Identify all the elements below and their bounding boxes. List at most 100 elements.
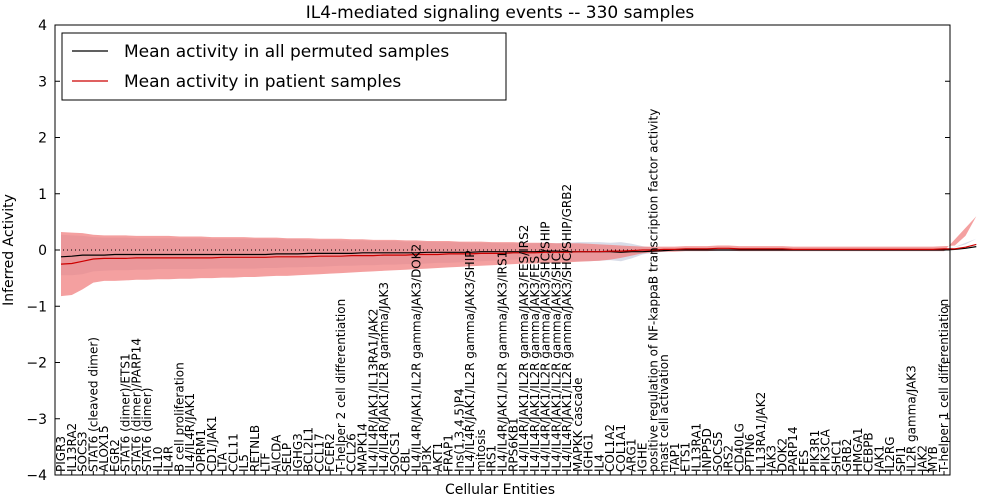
x-tick-label: CCL17 xyxy=(312,433,326,472)
x-tick-label: mast cell activation xyxy=(657,354,671,472)
x-tick-label: IL4 xyxy=(592,454,606,472)
y-axis-label: Inferred Activity xyxy=(1,194,17,306)
legend: Mean activity in all permuted samples Mea… xyxy=(61,32,507,101)
x-tick-label: IL2RG xyxy=(883,437,897,473)
x-tick-label: IL10 xyxy=(151,447,165,473)
x-tick-label: LTA xyxy=(216,452,230,472)
x-tick-label: IRS2 xyxy=(722,445,736,472)
x-tick-label: IL4/IL4R/JAK1/IL2R gamma/JAK3/SHC/SHIP/G… xyxy=(560,184,574,472)
x-tick-label: IL4/IL4R/JAK1/IL2R gamma/JAK3/FES/IRS2 xyxy=(517,225,531,472)
x-tick-label: EGR2 xyxy=(108,439,122,472)
x-tick-label: CEBPB xyxy=(862,432,876,472)
x-tick-label: IL4/IL4R/JAK1/IL2R gamma/JAK3/SHIP xyxy=(463,251,477,472)
x-tick-label: PI3K xyxy=(420,445,434,472)
x-tick-label: IL4/IL4R/JAK1/IL2R gamma/JAK3/DOK2 xyxy=(409,244,423,472)
x-tick-label: IL13RA1 xyxy=(689,423,703,472)
legend-box xyxy=(61,32,507,101)
x-tick-label: IL4/IL4R/JAK1 xyxy=(183,393,197,472)
x-tick-label: MYB xyxy=(926,446,940,472)
y-tick-label: 2 xyxy=(38,131,47,147)
x-tick-label: IGHG3 xyxy=(291,433,305,472)
x-tick-label: PARP14 xyxy=(786,426,800,472)
x-tick-label: SOCS1 xyxy=(388,431,402,472)
legend-label: Mean activity in patient samples xyxy=(124,72,401,92)
x-tick-label: RPS6KB1 xyxy=(506,417,520,472)
x-tick-label: FCER2 xyxy=(323,433,337,472)
x-tick-label: PIK3R1 xyxy=(808,430,822,472)
x-tick-label: IL4/IL4R/JAK1/IL2R gamma/JAK3/FES xyxy=(528,256,542,472)
x-tick-label: RETNLB xyxy=(248,425,262,472)
x-tick-label: IL13RA2 xyxy=(65,423,79,472)
chart-title: IL4-mediated signaling events -- 330 sam… xyxy=(306,3,695,23)
x-tick-label: FES xyxy=(797,450,811,472)
x-tick-label: PIGR3 xyxy=(54,436,68,472)
x-tick-label: MAPK14 xyxy=(356,423,370,472)
x-tick-label: AKT1 xyxy=(431,442,445,472)
x-tick-label: FRAP1 xyxy=(442,434,456,472)
x-tick-label: DOK2 xyxy=(776,438,790,472)
x-tick-label: B cell proliferation xyxy=(173,362,187,472)
y-tick-label: −2 xyxy=(26,356,47,372)
y-tick-label: −4 xyxy=(26,468,47,484)
x-tick-label: IGHG1 xyxy=(582,433,596,472)
y-tick-label: 3 xyxy=(38,74,47,90)
x-tick-label: JAK3 xyxy=(765,445,779,473)
x-tick-label: GRB2 xyxy=(840,438,854,472)
y-tick-label: 0 xyxy=(38,243,47,259)
y-axis: −4 −3 −2 −1 0 1 2 3 4 xyxy=(26,18,950,484)
x-tick-label: STAT6 (dimer)/PARP14 xyxy=(129,338,143,472)
x-tick-label: IL4/IL4R/JAK1/IL2R gamma/JAK3/SHC/SHIP xyxy=(539,221,553,472)
y-tick-label: −1 xyxy=(26,299,47,315)
x-tick-label: positive regulation of NF-kappaB transcr… xyxy=(646,109,660,472)
x-tick-label: IGHE xyxy=(636,443,650,472)
x-tick-label: T-helper 1 cell differentiation xyxy=(937,299,951,473)
x-tick-label: CCL26 xyxy=(345,433,359,472)
x-tick-label: HMGA1 xyxy=(851,427,865,472)
x-tick-label: INPP5D xyxy=(700,428,714,472)
x-tick-label: T-helper 2 cell differentiation xyxy=(334,299,348,473)
x-tick-label: ALOX15 xyxy=(97,425,111,472)
series-lines xyxy=(60,243,977,265)
x-tick-label: PIK3CA xyxy=(819,428,833,472)
x-tick-label: SHC1 xyxy=(829,439,843,472)
x-tick-label: PTPN6 xyxy=(743,434,757,472)
x-tick-label: JAK1 xyxy=(872,445,886,473)
x-tick-label: IRS1 xyxy=(485,445,499,472)
x-tick-label: CD40LG xyxy=(732,423,746,472)
x-tick-label: IL4/IL4R/JAK1/IL2R gamma/JAK3/IRS1 xyxy=(496,251,510,472)
x-tick-label: COL1A2 xyxy=(603,424,617,472)
x-tick-label: STAT6 (dimer)/ETS1 xyxy=(119,353,133,472)
x-tick-label: ETS1 xyxy=(679,442,693,472)
x-tick-label: CBL xyxy=(399,448,413,472)
x-tick-label: TAP1 xyxy=(668,443,682,473)
x-tick-label: IL2R gamma/JAK3 xyxy=(905,365,919,472)
x-tick-label: SPI1 xyxy=(894,446,908,472)
x-axis-label: Cellular Entities xyxy=(445,482,555,498)
x-tick-label: IL4/IL4R/JAK1/IL2R gamma/JAK3/SHC xyxy=(549,253,563,472)
x-tick-label: SOCS3 xyxy=(76,431,90,472)
x-tick-label: AICDA xyxy=(269,434,283,472)
x-tick-label: LTF xyxy=(259,453,273,472)
x-tick-label: BCL2L1 xyxy=(302,427,316,472)
x-tick-label: ARG1 xyxy=(625,439,639,472)
patient-mean-line xyxy=(60,243,977,265)
x-tick-label: Ins(1,3,4,5)P4 xyxy=(452,388,466,472)
x-tick-label: CCL11 xyxy=(226,433,240,472)
y-tick-label: 4 xyxy=(38,18,47,34)
x-tick-label: IL4/IL4R/JAK1/IL2R gamma/JAK3 xyxy=(377,282,391,472)
x-tick-label: CD1/JAK1 xyxy=(205,416,219,472)
legend-label: Mean activity in all permuted samples xyxy=(124,42,449,62)
x-tick-label: IL4/IL4R/JAK1/IL13RA1/JAK2 xyxy=(366,309,380,473)
x-tick-label: IL4R xyxy=(162,446,176,472)
x-tick-label: STAT6 (dimer) xyxy=(140,388,154,472)
x-tick-label: SELP xyxy=(280,443,294,472)
patient-band xyxy=(61,216,977,297)
y-tick-label: 1 xyxy=(38,187,47,203)
y-tick-label: −3 xyxy=(26,412,47,428)
x-tick-label: COL1A1 xyxy=(614,424,628,472)
x-tick-label: IL5 xyxy=(237,454,251,472)
x-tick-label: OPRM1 xyxy=(194,429,208,472)
x-tick-label: SOCS5 xyxy=(711,431,725,472)
